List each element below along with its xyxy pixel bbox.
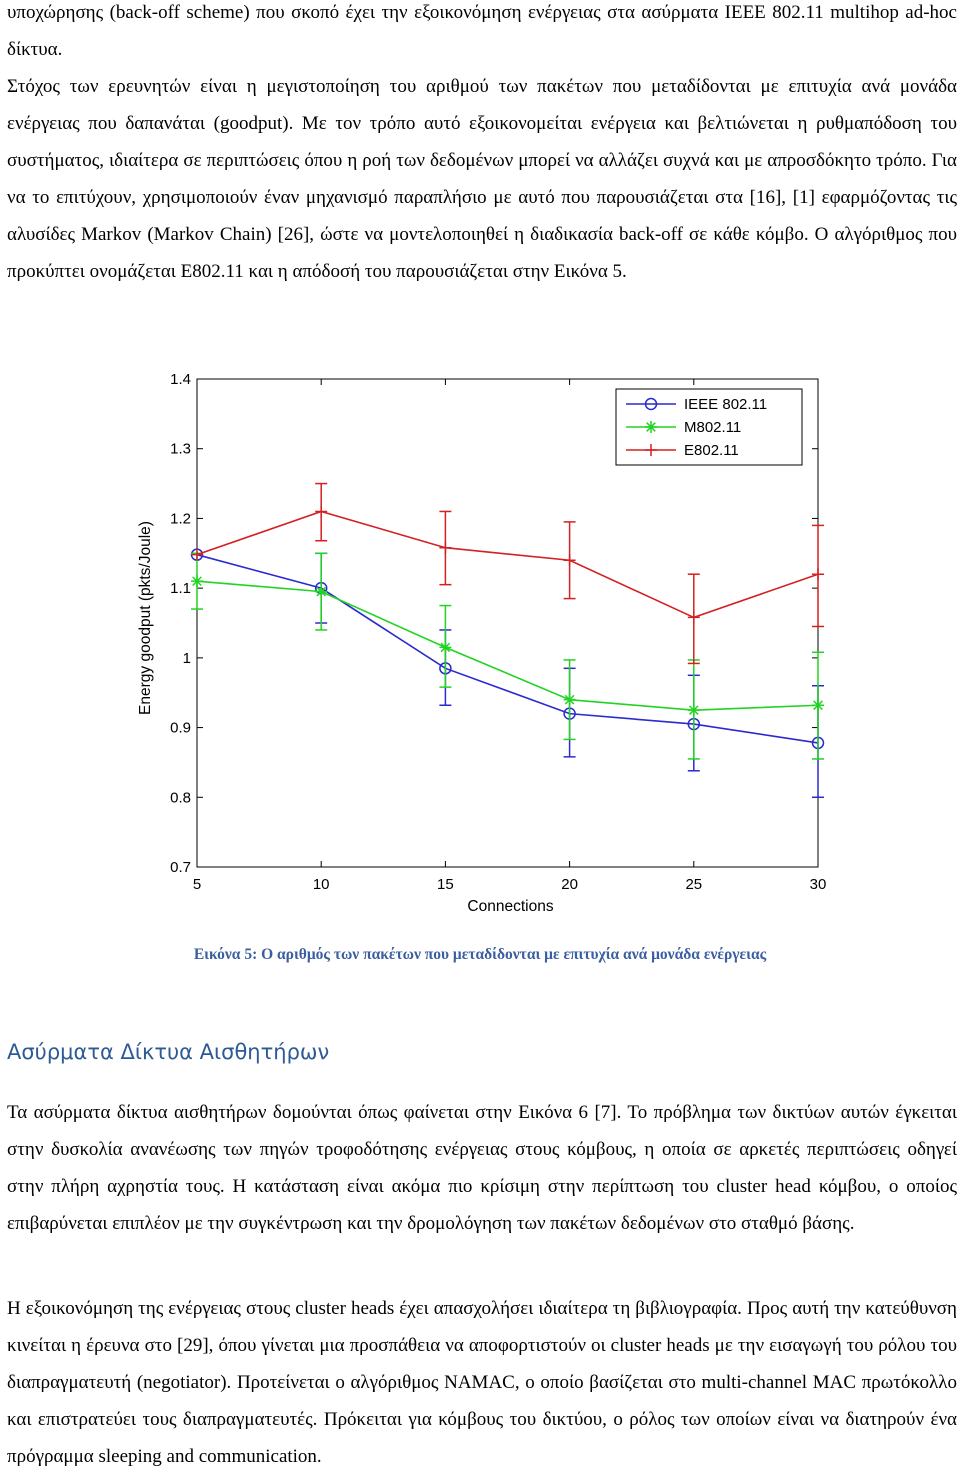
y-tick-label: 1.1 bbox=[170, 580, 191, 597]
y-tick-label: 0.7 bbox=[170, 859, 191, 876]
legend-marker bbox=[644, 397, 658, 411]
figure-caption: Εικόνα 5: Ο αριθμός των πακέτων που μετα… bbox=[193, 946, 767, 963]
data-point bbox=[191, 548, 203, 561]
x-tick-label: 15 bbox=[437, 876, 454, 893]
legend-marker bbox=[645, 444, 657, 456]
paragraph-cluster-heads: Η εξοικονόμηση της ενέργειας στους clust… bbox=[7, 1298, 957, 1467]
x-tick-label: 5 bbox=[193, 876, 201, 893]
data-point bbox=[563, 554, 576, 567]
y-tick-label: 0.8 bbox=[170, 789, 191, 806]
legend-label: E802.11 bbox=[684, 442, 739, 459]
x-tick-label: 25 bbox=[685, 876, 702, 893]
y-tick-label: 1.4 bbox=[170, 371, 191, 388]
data-point bbox=[315, 505, 328, 518]
paragraph-goodput: Στόχος των ερευνητών είναι η μεγιστοποίη… bbox=[7, 76, 957, 282]
y-axis-label: Energy goodput (pkts/Joule) bbox=[137, 521, 154, 715]
x-tick-label: 10 bbox=[313, 876, 330, 893]
data-point bbox=[812, 699, 824, 712]
y-tick-label: 0.9 bbox=[170, 720, 191, 737]
y-tick-label: 1 bbox=[183, 650, 191, 667]
x-tick-label: 30 bbox=[810, 876, 827, 893]
y-tick-label: 1.3 bbox=[170, 441, 191, 458]
data-point bbox=[315, 585, 328, 598]
data-point bbox=[812, 568, 824, 581]
x-tick-label: 20 bbox=[561, 876, 578, 893]
legend-label: IEEE 802.11 bbox=[684, 396, 767, 413]
data-point bbox=[439, 541, 452, 554]
legend-label: M802.11 bbox=[684, 419, 741, 436]
legend-marker bbox=[645, 421, 657, 433]
paragraph-sensor-networks: Τα ασύρματα δίκτυα αισθητήρων δομούνται … bbox=[7, 1102, 957, 1234]
section-heading: Ασύρματα Δίκτυα Αισθητήρων bbox=[7, 1040, 330, 1064]
series-line bbox=[196, 510, 819, 619]
series-line bbox=[196, 580, 819, 711]
data-point bbox=[687, 611, 700, 624]
data-point bbox=[563, 693, 576, 706]
data-point bbox=[191, 575, 203, 588]
x-axis-label: Connections bbox=[467, 898, 553, 915]
data-point bbox=[687, 704, 700, 717]
figure-energy-goodput: 0.7 0.8 0.9 1 1.1 1.2 1.3 1.4 5 10 15 20 25 30 Connect… bbox=[130, 362, 835, 922]
series-e802-11 bbox=[191, 482, 824, 665]
goodput-chart: 0.7 0.8 0.9 1 1.1 1.2 1.3 1.4 5 10 15 20 25 30 Connect… bbox=[137, 371, 827, 915]
y-tick-label: 1.2 bbox=[170, 510, 191, 527]
paragraph-backoff: υποχώρησης (back-off scheme) που σκοπό έ… bbox=[7, 2, 957, 60]
series-line bbox=[196, 553, 819, 744]
series-m802-11 bbox=[191, 552, 824, 760]
data-point bbox=[439, 641, 452, 654]
